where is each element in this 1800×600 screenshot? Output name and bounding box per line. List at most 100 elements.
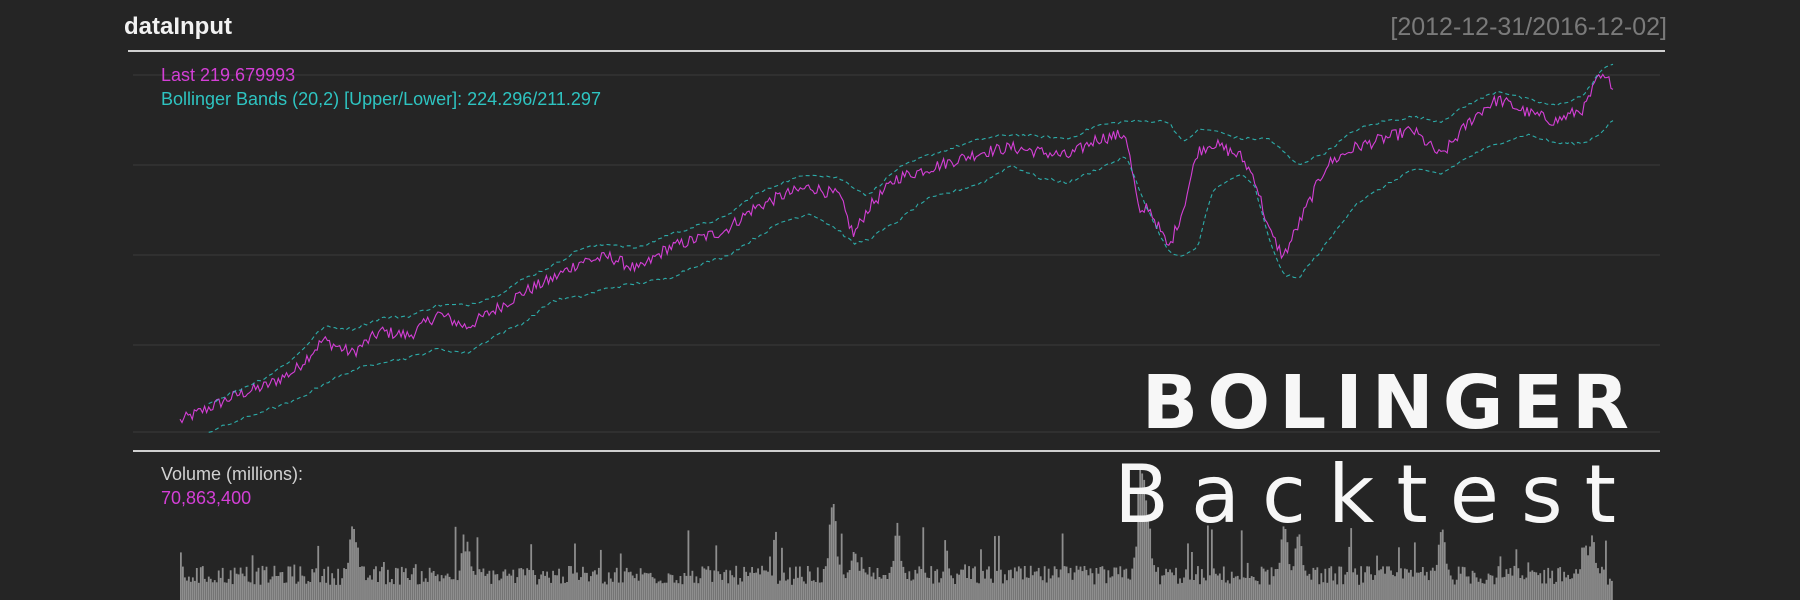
volume-bar — [339, 584, 342, 600]
volume-bar — [1473, 572, 1476, 600]
volume-bar — [1445, 563, 1448, 600]
volume-bar — [295, 583, 298, 600]
volume-bar — [1523, 579, 1526, 600]
volume-bar — [1244, 577, 1247, 600]
volume-bar — [693, 582, 696, 600]
volume-bar — [974, 566, 976, 600]
volume-bar — [464, 551, 467, 600]
volume-bar — [462, 534, 465, 600]
volume-bar — [814, 582, 817, 600]
volume-bar — [661, 583, 664, 600]
volume-bar — [649, 572, 652, 600]
volume-bar — [972, 568, 974, 600]
volume-bar — [414, 564, 417, 600]
volume-bar — [870, 576, 873, 600]
volume-bar — [1380, 569, 1382, 600]
volume-bar — [1423, 575, 1426, 600]
volume-bar — [645, 573, 648, 600]
volume-bar — [560, 583, 562, 600]
volume-bar — [1396, 572, 1398, 600]
volume-bar — [578, 579, 580, 600]
volume-bar — [1149, 528, 1152, 600]
volume-bar — [1011, 578, 1014, 600]
volume-last-value: 70,863,400 — [161, 488, 252, 508]
volume-bar — [386, 569, 389, 600]
volume-bar — [751, 567, 753, 600]
volume-bar — [412, 567, 415, 600]
volume-bar — [1049, 578, 1052, 600]
volume-bar — [990, 578, 992, 600]
volume-bar — [1398, 547, 1400, 600]
volume-bar — [1125, 568, 1128, 600]
volume-bars — [180, 468, 1613, 600]
volume-bar — [908, 571, 911, 600]
volume-bar — [976, 582, 978, 600]
volume-bar — [524, 575, 527, 600]
volume-bar — [1181, 582, 1183, 600]
volume-bar — [1451, 579, 1454, 600]
volume-bar — [1179, 578, 1181, 600]
volume-bar — [1312, 567, 1315, 600]
volume-bar — [1063, 566, 1066, 600]
volume-bar — [1599, 573, 1601, 600]
volume-bar — [528, 569, 531, 600]
volume-bar — [848, 570, 851, 600]
volume-bar — [1177, 583, 1179, 600]
volume-bar — [994, 536, 996, 600]
volume-bar — [667, 573, 670, 600]
volume-bar — [818, 582, 821, 600]
volume-bar — [375, 566, 377, 600]
volume-bar — [1467, 576, 1470, 600]
volume-bar — [886, 579, 889, 600]
volume-bar — [1103, 569, 1106, 600]
volume-bar — [739, 578, 742, 600]
volume-bar — [691, 570, 694, 600]
volume-bar — [988, 566, 990, 600]
volume-bar — [570, 566, 572, 600]
volume-bar — [1151, 558, 1154, 600]
volume-bar — [880, 578, 883, 600]
volume-bar — [1276, 569, 1279, 600]
volume-bar — [231, 584, 234, 600]
volume-bar — [1471, 570, 1474, 600]
volume-bar — [1296, 536, 1299, 600]
volume-bar — [1230, 571, 1233, 600]
volume-bar — [474, 574, 477, 600]
volume-bar — [611, 581, 614, 600]
volume-bar — [237, 574, 240, 600]
volume-bar — [293, 564, 296, 600]
volume-bar — [514, 583, 517, 600]
volume-bar — [1294, 548, 1297, 600]
volume-bar — [329, 584, 332, 600]
volume-bar — [400, 566, 403, 600]
volume-bar — [1382, 566, 1384, 600]
volume-bar — [683, 573, 686, 600]
volume-bar — [773, 539, 775, 600]
volume-bar — [1141, 473, 1144, 600]
volume-bar — [591, 571, 594, 600]
volume-bar — [277, 576, 280, 600]
volume-bar — [472, 571, 475, 600]
volume-bar — [1015, 571, 1018, 600]
volume-bar — [458, 570, 461, 600]
volume-bar — [697, 583, 700, 600]
volume-bar — [609, 578, 612, 600]
volume-bar — [424, 578, 427, 600]
volume-bar — [574, 543, 576, 600]
volume-bar — [546, 571, 548, 600]
volume-bar — [450, 579, 453, 600]
volume-bar — [1573, 573, 1575, 600]
volume-bar — [1023, 566, 1026, 600]
volume-bar — [844, 578, 847, 600]
volume-bar — [345, 569, 347, 600]
volume-bar — [1362, 582, 1365, 600]
volume-bar — [311, 569, 314, 600]
volume-bar — [896, 522, 899, 600]
volume-bar — [1334, 573, 1337, 600]
volume-bar — [191, 577, 194, 600]
volume-bar — [1417, 572, 1420, 600]
volume-bar — [1089, 568, 1092, 600]
volume-bar — [1465, 576, 1468, 600]
volume-bar — [552, 570, 554, 600]
